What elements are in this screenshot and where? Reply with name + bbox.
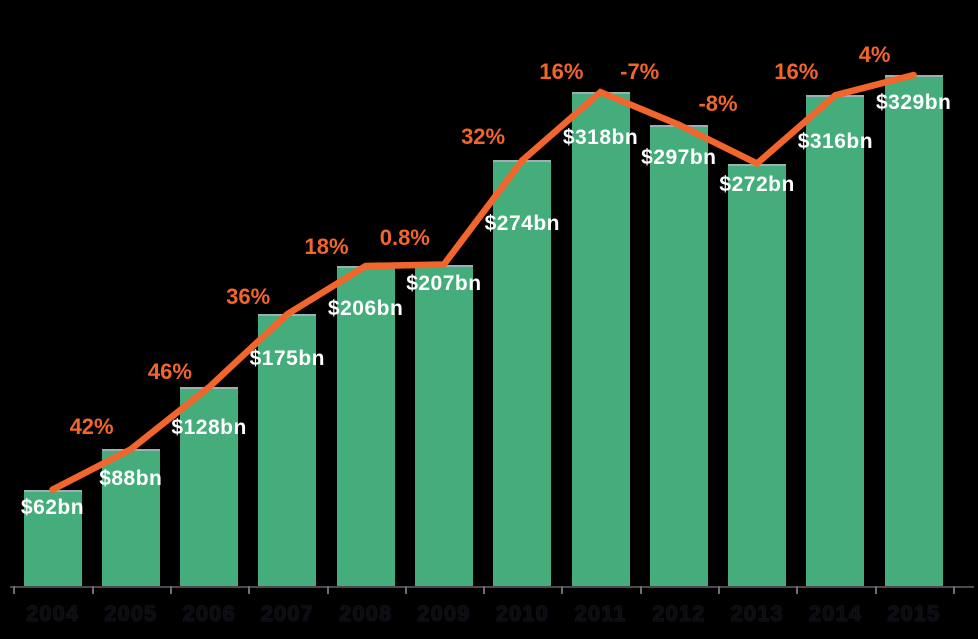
bar-2013 (728, 163, 787, 586)
growth-pct-label-2011: 16% (539, 59, 584, 84)
bar-2010 (493, 160, 552, 586)
bar-2007 (258, 314, 317, 586)
x-axis-label-2012: 2012 (652, 601, 706, 626)
bar-value-label-2008: $206bn (327, 297, 404, 320)
x-axis-label-2008: 2008 (339, 601, 393, 626)
x-axis-tick (483, 586, 486, 594)
x-axis-label-2015: 2015 (887, 601, 941, 626)
bar-value-label-2004: $62bn (20, 495, 85, 519)
bar-2011 (571, 92, 630, 586)
x-axis-tick (169, 586, 172, 594)
bar-2012 (649, 124, 708, 586)
growth-pct-label-2012: -7% (620, 59, 660, 84)
x-axis-label-2005: 2005 (104, 601, 158, 626)
x-axis-label-2014: 2014 (808, 601, 862, 626)
growth-pct-label-2013: -8% (698, 91, 738, 116)
x-axis-label-2007: 2007 (260, 601, 314, 626)
x-axis-tick (404, 586, 407, 594)
x-axis-tick (248, 586, 251, 594)
growth-pct-label-2005: 42% (69, 414, 114, 439)
x-axis-tick (326, 586, 329, 594)
bar-2006 (180, 387, 239, 586)
bar-value-label-2011: $318bn (562, 126, 639, 150)
x-axis-label-2011: 2011 (574, 601, 627, 626)
bar-value-label-2005: $88bn (99, 467, 163, 491)
x-axis-tick (952, 586, 955, 594)
x-axis-tick (718, 586, 720, 594)
growth-pct-label-2008: 18% (304, 234, 349, 259)
bar-value-label-2014: $316bn (797, 130, 874, 154)
growth-pct-label-2014: 16% (774, 59, 819, 84)
bar-2005 (101, 449, 160, 586)
growth-pct-label-2007: 36% (226, 284, 271, 309)
x-axis-tick (874, 586, 877, 594)
bar-value-label-2015: $329bn (876, 91, 952, 114)
growth-pct-label-2009: 0.8% (379, 225, 430, 250)
bar-2015 (884, 75, 943, 586)
x-axis-tick (13, 586, 16, 594)
growth-pct-label-2015: 4% (858, 42, 891, 67)
bar-2008 (336, 266, 395, 586)
bar-2014 (806, 95, 865, 586)
bar-value-label-2012: $297bn (641, 145, 717, 169)
x-axis-tick (796, 586, 799, 594)
x-axis-label-2013: 2013 (730, 601, 784, 626)
x-axis-line (10, 586, 974, 588)
x-axis-label-2010: 2010 (495, 601, 549, 626)
bar-value-label-2009: $207bn (406, 271, 482, 295)
bar-value-label-2006: $128bn (171, 416, 247, 440)
x-axis-label-2009: 2009 (417, 601, 471, 626)
growth-pct-label-2010: 32% (461, 124, 506, 149)
x-axis-label-2004: 2004 (26, 601, 79, 626)
x-axis-tick (639, 586, 642, 594)
x-axis-label-2006: 2006 (182, 601, 236, 626)
bar-value-label-2007: $175bn (249, 347, 325, 371)
x-axis-tick (91, 586, 94, 594)
growth-pct-label-2006: 46% (147, 359, 192, 384)
bar-value-label-2010: $274bn (484, 212, 560, 236)
x-axis-tick (561, 586, 564, 594)
bar-value-label-2013: $272bn (719, 172, 795, 196)
growth-line (49, 71, 917, 493)
bar-2009 (414, 264, 473, 586)
